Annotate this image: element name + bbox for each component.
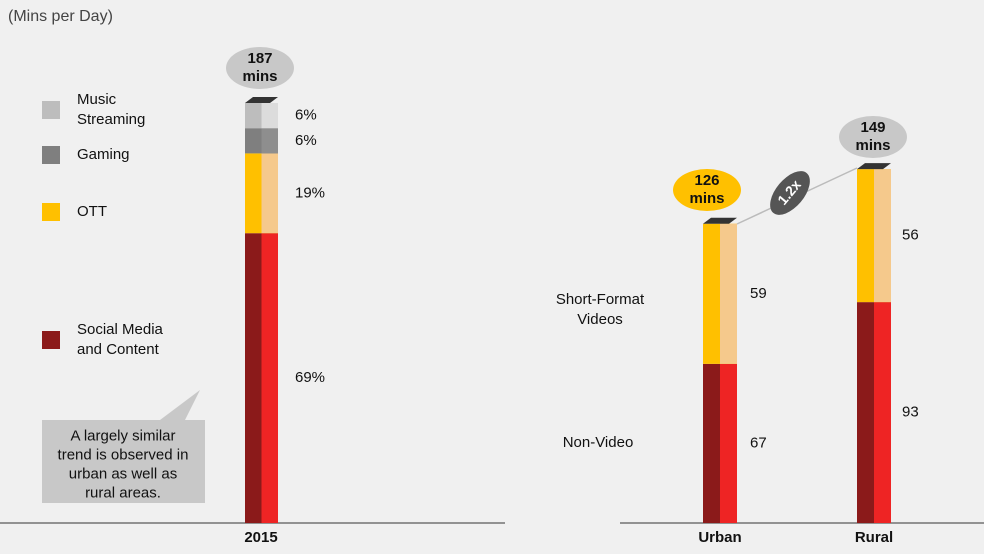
total-label: 149 mins [855, 119, 890, 154]
legend-swatch [42, 101, 60, 119]
total-bubble [226, 47, 294, 89]
bar-segment-shade [720, 223, 737, 364]
value-label: 67 [750, 434, 767, 451]
x-tick-label: Rural [855, 529, 893, 546]
legend-swatch [42, 203, 60, 221]
legend-label: Social Media and Content [77, 321, 164, 358]
ratio-bubble [770, 171, 810, 215]
value-label: 93 [902, 404, 919, 421]
bar-segment-shade [261, 128, 278, 154]
bar-segment-shade [874, 302, 891, 523]
bar-segment-shade [261, 153, 278, 234]
legend-label: OTT [77, 203, 107, 220]
value-label: 56 [902, 227, 919, 244]
legend-swatch [42, 331, 60, 349]
legend-swatch [42, 146, 60, 164]
bar-segment-shade [261, 103, 278, 129]
x-tick-label: 2015 [244, 529, 277, 546]
value-label: 6% [295, 132, 317, 149]
total-bubble [673, 169, 741, 211]
bar-segment-shade [720, 363, 737, 523]
value-label: 6% [295, 107, 317, 124]
callout-text: A largely similar trend is observed in urb… [58, 427, 189, 501]
value-label: 69% [295, 369, 325, 386]
value-label: 19% [295, 184, 325, 201]
bar-cap [857, 163, 891, 170]
total-label: 126 mins [689, 172, 724, 207]
legend-label: Gaming [77, 146, 130, 163]
bar-cap [245, 97, 278, 103]
x-tick-label: Urban [698, 529, 741, 546]
value-label: 59 [750, 285, 767, 302]
total-label: 187 mins [242, 50, 277, 85]
bar-segment-shade [261, 233, 278, 523]
callout-box [42, 390, 205, 503]
series-label: Non-Video [563, 434, 634, 451]
subtitle: (Mins per Day) [8, 8, 113, 25]
total-bubble [839, 116, 907, 158]
series-label: Short-Format Videos [556, 291, 645, 328]
legend-label: Music Streaming [77, 91, 145, 128]
bar-cap [703, 217, 737, 224]
bar-segment-shade [874, 169, 891, 303]
